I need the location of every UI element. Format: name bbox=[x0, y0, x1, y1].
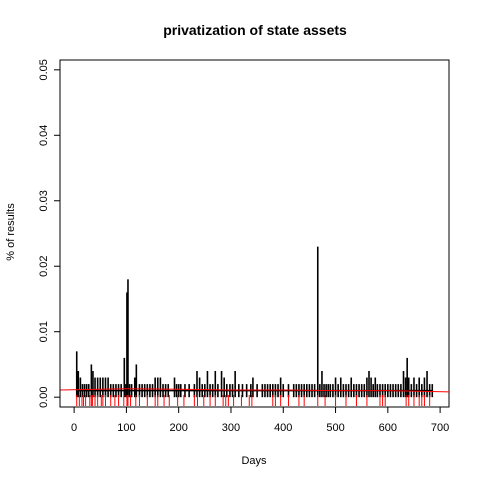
x-tick-label-7: 700 bbox=[431, 422, 449, 434]
y-axis-label: % of results bbox=[5, 203, 17, 261]
x-tick-label-5: 500 bbox=[326, 422, 344, 434]
y-tick-label-0: 0.00 bbox=[38, 386, 50, 407]
y-tick-label-5: 0.05 bbox=[38, 59, 50, 80]
x-tick-label-1: 100 bbox=[117, 422, 135, 434]
chart-title: privatization of state assets bbox=[163, 22, 347, 38]
x-axis: 0 100 200 300 400 500 600 700 bbox=[71, 406, 449, 434]
y-tick-label-3: 0.03 bbox=[38, 190, 50, 211]
x-tick-label-4: 400 bbox=[274, 422, 292, 434]
x-tick-label-2: 200 bbox=[170, 422, 188, 434]
y-tick-label-4: 0.04 bbox=[38, 125, 50, 146]
y-tick-label-2: 0.02 bbox=[38, 255, 50, 276]
trend-layer bbox=[59, 388, 450, 393]
plot-frame bbox=[59, 59, 450, 408]
y-axis: 0.00 0.01 0.02 0.03 0.04 0.05 bbox=[38, 59, 61, 408]
x-tick-label-3: 300 bbox=[222, 422, 240, 434]
x-tick-label-6: 600 bbox=[379, 422, 397, 434]
bars-layer bbox=[75, 246, 434, 398]
trend-line bbox=[59, 388, 450, 393]
x-axis-label: Days bbox=[241, 455, 267, 467]
x-tick-label-0: 0 bbox=[71, 422, 77, 434]
y-tick-label-1: 0.01 bbox=[38, 321, 50, 342]
rug-layer bbox=[76, 395, 431, 406]
